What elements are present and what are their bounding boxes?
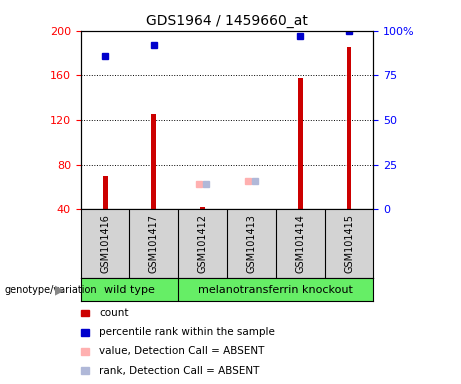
Bar [103, 176, 107, 209]
Text: wild type: wild type [104, 285, 155, 295]
Text: melanotransferrin knockout: melanotransferrin knockout [198, 285, 353, 295]
Text: genotype/variation: genotype/variation [5, 285, 97, 295]
Text: GSM101416: GSM101416 [100, 214, 110, 273]
Text: rank, Detection Call = ABSENT: rank, Detection Call = ABSENT [99, 366, 260, 376]
Title: GDS1964 / 1459660_at: GDS1964 / 1459660_at [146, 14, 308, 28]
Text: GSM101417: GSM101417 [149, 214, 159, 273]
Bar [347, 48, 351, 209]
Text: GSM101412: GSM101412 [198, 214, 207, 273]
Text: value, Detection Call = ABSENT: value, Detection Call = ABSENT [99, 346, 265, 356]
Text: percentile rank within the sample: percentile rank within the sample [99, 327, 275, 337]
Text: GSM101415: GSM101415 [344, 214, 354, 273]
Text: GSM101414: GSM101414 [295, 214, 305, 273]
Text: count: count [99, 308, 129, 318]
Text: ▶: ▶ [55, 283, 65, 296]
Text: GSM101413: GSM101413 [247, 214, 256, 273]
Bar [151, 114, 156, 209]
Bar [298, 78, 303, 209]
Bar [200, 207, 205, 209]
